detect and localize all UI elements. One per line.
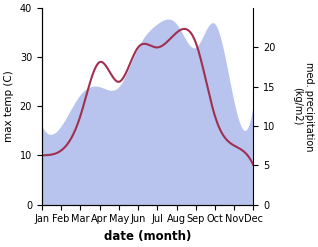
- X-axis label: date (month): date (month): [104, 230, 191, 243]
- Y-axis label: max temp (C): max temp (C): [4, 70, 14, 142]
- Y-axis label: med. precipitation
(kg/m2): med. precipitation (kg/m2): [292, 62, 314, 151]
